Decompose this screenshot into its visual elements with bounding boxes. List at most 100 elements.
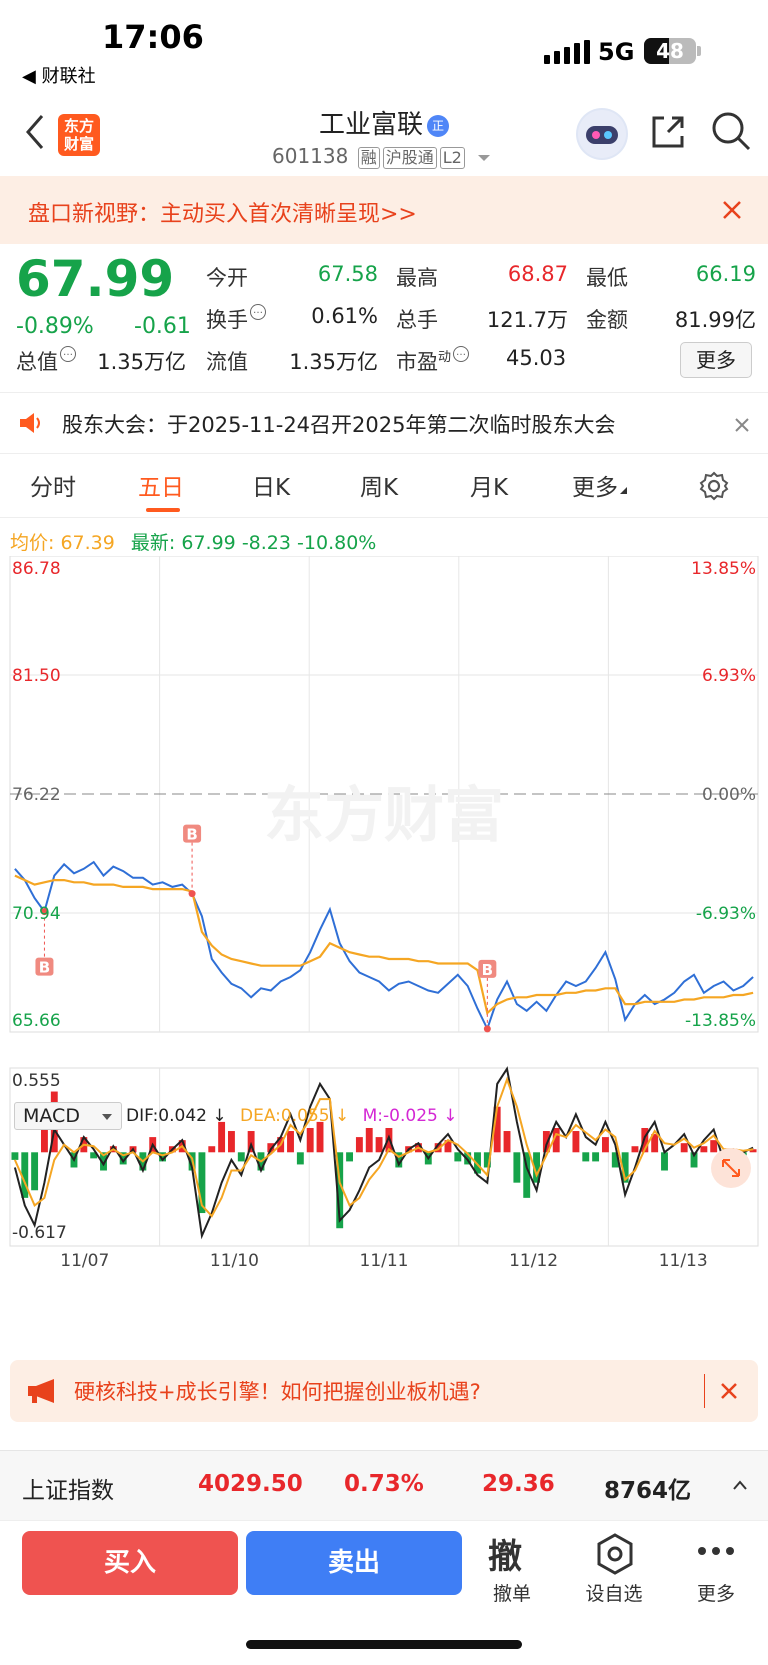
more-dots-icon[interactable]	[696, 1545, 736, 1557]
macd-histogram-bar	[474, 1152, 481, 1174]
sell-button[interactable]: 卖出	[246, 1531, 462, 1595]
announcement-bar[interactable]: 股东大会：于2025-11-24召开2025年第二次临时股东大会	[0, 392, 768, 454]
more-actions-button[interactable]: 更多	[696, 1583, 735, 1605]
macd-histogram-bar	[651, 1134, 659, 1153]
back-to-app-link[interactable]: ◀ 财联社	[22, 66, 96, 87]
promo-banner[interactable]: 盘口新视野：主动买入首次清晰呈现>>	[0, 176, 768, 244]
macd-histogram-bar	[483, 1152, 491, 1168]
macd-histogram-bar	[602, 1137, 609, 1153]
x-axis-date-label: 11/07	[60, 1251, 109, 1271]
indicator-select[interactable]: MACD	[14, 1102, 122, 1130]
macd-histogram-bar	[542, 1131, 550, 1153]
buy-marker-dot	[483, 1025, 491, 1033]
more-quote-button[interactable]: 更多	[680, 342, 752, 378]
y-axis-tick-left: 86.78	[12, 559, 61, 579]
tab-five-day[interactable]: 五日	[138, 475, 184, 501]
buy-marker-badge	[183, 824, 202, 843]
close-icon[interactable]	[734, 417, 750, 433]
macd-histogram-bar	[710, 1140, 718, 1153]
share-icon[interactable]	[648, 112, 688, 152]
macd-histogram-bar	[592, 1152, 600, 1162]
caret-down-icon	[102, 1114, 112, 1120]
y-axis-tick-right: -6.93%	[696, 904, 756, 924]
level2-tag: L2	[439, 147, 465, 169]
price-line	[14, 860, 754, 1032]
buy-button[interactable]: 买入	[22, 1531, 238, 1595]
cancel-order-icon[interactable]: 撤	[488, 1537, 522, 1577]
mcap-label-text: 总值	[16, 350, 58, 374]
app-logo[interactable]: 东方 财富	[58, 114, 100, 156]
buy-marker-badge	[35, 957, 54, 976]
open-label: 今开	[206, 266, 248, 290]
stock-title: 工业富联正	[0, 104, 768, 141]
tab-more[interactable]: 更多	[572, 468, 628, 502]
macd-histogram-bar	[513, 1152, 521, 1183]
ad-text: 硬核科技+成长引擎！如何把握创业板机遇?	[74, 1380, 481, 1404]
tab-daily-k[interactable]: 日K	[252, 475, 291, 501]
info-icon[interactable]: …	[453, 346, 470, 362]
megaphone-icon	[28, 1379, 54, 1403]
buy-marker-label: B	[482, 961, 493, 979]
avg-value: 67.39	[60, 532, 115, 554]
pe-value: 45.03	[506, 346, 567, 370]
tab-intraday[interactable]: 分时	[30, 475, 76, 501]
tab-monthly-k[interactable]: 月K	[470, 475, 509, 501]
macd-plot-frame	[9, 1067, 759, 1247]
stock-code: 601138	[272, 144, 349, 168]
chart-period-tabs: 分时 五日 日K 周K 月K 更多	[0, 454, 768, 518]
turnover-label: 换手…	[206, 304, 266, 334]
macd-min-label: -0.617	[12, 1223, 67, 1243]
expand-icon[interactable]	[711, 1148, 751, 1188]
add-watchlist-button[interactable]: 设自选	[585, 1583, 643, 1605]
search-icon[interactable]	[710, 110, 752, 152]
hexagon-watch-icon[interactable]	[596, 1533, 634, 1575]
macd-histogram-bar	[198, 1152, 206, 1214]
robot-assistant-icon[interactable]	[576, 108, 628, 160]
dif-value: DIF:0.042 ↓	[126, 1106, 227, 1126]
macd-histogram-bar	[11, 1152, 19, 1160]
latest-value: 67.99	[181, 532, 236, 554]
macd-histogram-bar	[454, 1152, 462, 1162]
ad-banner[interactable]: 硬核科技+成长引擎！如何把握创业板机遇?	[10, 1360, 758, 1422]
index-amount: 8764亿	[604, 1478, 692, 1504]
tab-weekly-k[interactable]: 周K	[360, 475, 399, 501]
dea-value: DEA:0.055 ↓	[240, 1106, 350, 1126]
tab-more-label: 更多	[572, 475, 618, 501]
macd-histogram-bar	[208, 1146, 216, 1153]
zheng-badge: 正	[427, 114, 449, 137]
dif-line	[13, 1066, 754, 1240]
macd-histogram-bar	[159, 1152, 166, 1162]
close-icon[interactable]	[722, 200, 742, 220]
macd-values: DIF:0.042 ↓ DEA:0.055 ↓ M:-0.025 ↓	[126, 1106, 458, 1126]
connect-tag: 沪股通	[382, 147, 437, 169]
avg-label: 均价:	[10, 532, 55, 554]
info-icon[interactable]: …	[60, 346, 76, 362]
macd-histogram-bar	[493, 1106, 501, 1153]
macd-histogram-bar	[218, 1121, 226, 1153]
change-percent: -0.89%	[16, 314, 94, 339]
stock-code-line[interactable]: 601138 融沪股通 L2	[272, 144, 491, 169]
macd-histogram-bar	[228, 1131, 235, 1153]
change-amount: -0.61	[134, 314, 191, 339]
five-day-chart[interactable]: 东方财富 B B B 86.78 13.85% 81.50 6.93% 76.22 0.00%…	[0, 556, 768, 1346]
macd-histogram-bar	[444, 1140, 452, 1153]
amount-label: 金额	[586, 308, 628, 332]
watermark: 东方财富	[264, 781, 504, 851]
network-type: 5G	[598, 38, 635, 66]
back-arrow-icon[interactable]	[22, 112, 46, 152]
signal-icon	[544, 40, 590, 64]
float-cap-value: 1.35万亿	[289, 350, 378, 374]
info-icon[interactable]: …	[250, 304, 266, 320]
settings-gear-icon[interactable]	[698, 470, 730, 502]
announcement-text: 股东大会：于2025-11-24召开2025年第二次临时股东大会	[62, 413, 616, 437]
chevron-up-icon[interactable]	[732, 1479, 748, 1491]
macd-histogram-bar	[464, 1152, 472, 1165]
margin-tag: 融	[357, 147, 380, 169]
x-axis-date-label: 11/12	[509, 1251, 558, 1271]
close-icon[interactable]	[720, 1382, 738, 1400]
index-ticker-bar[interactable]: 上证指数 4029.50 0.73% 29.36 8764亿	[0, 1450, 768, 1520]
cancel-order-button[interactable]: 撤单	[492, 1583, 531, 1605]
y-axis-tick-right: 0.00%	[702, 785, 756, 805]
index-name: 上证指数	[22, 1478, 114, 1504]
x-axis-date-label: 11/13	[659, 1251, 708, 1271]
